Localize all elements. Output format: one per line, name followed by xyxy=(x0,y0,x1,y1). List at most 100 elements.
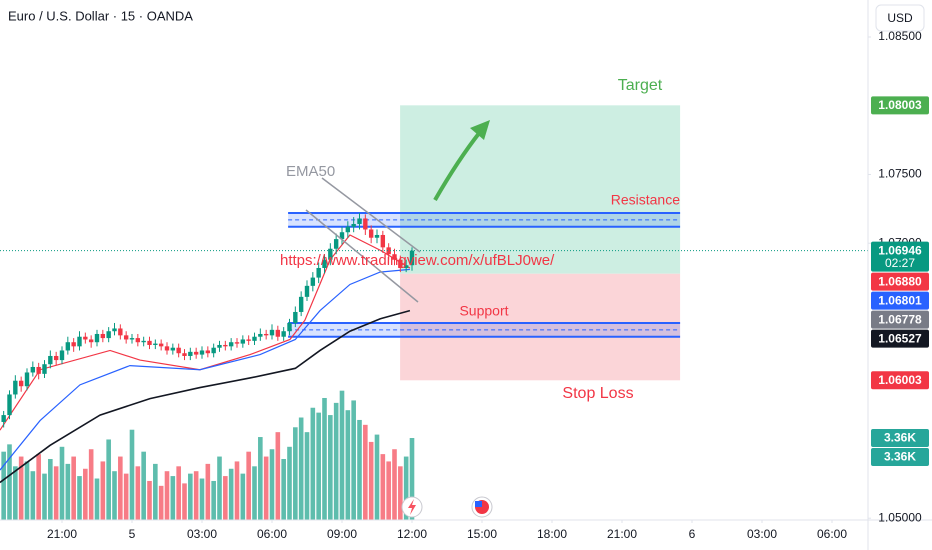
price-label-text: 1.06946 xyxy=(878,243,922,257)
candle-body xyxy=(392,254,397,260)
candle-body xyxy=(217,344,222,348)
volume-bar xyxy=(129,429,135,520)
target-label: Target xyxy=(618,77,663,94)
volume-bar xyxy=(48,458,53,520)
x-tick-label: 21:00 xyxy=(47,527,77,541)
volume-bar xyxy=(153,463,158,520)
candle-body xyxy=(357,218,362,224)
candle-body xyxy=(135,338,141,343)
volume-bar xyxy=(158,485,164,520)
volume-bar xyxy=(403,456,409,520)
candle-body xyxy=(129,338,135,340)
candle-body xyxy=(316,267,321,278)
candle-body xyxy=(287,322,292,332)
price-label-text: 1.06880 xyxy=(878,274,922,288)
price-label xyxy=(871,241,929,272)
plot-area xyxy=(0,105,868,520)
candle-body xyxy=(123,335,129,340)
price-label-text: 1.08003 xyxy=(878,98,922,112)
volume-bar xyxy=(392,449,397,520)
candle-body xyxy=(141,340,146,343)
volume-bar xyxy=(36,454,41,520)
volume-bar xyxy=(409,438,415,520)
volume-bar xyxy=(246,451,251,520)
axes: 21:00 5 03:00 06:00 09:00 12:00 15:00 18:00 21:0… xyxy=(47,29,929,541)
volume-bar xyxy=(188,473,193,520)
volume-bar xyxy=(398,466,403,520)
candle-body xyxy=(112,328,117,332)
x-tick-label: 18:00 xyxy=(537,527,567,541)
candle-body xyxy=(48,355,53,365)
candle-body xyxy=(275,329,281,337)
candle-body xyxy=(322,259,327,268)
stop-loss-label: Stop Loss xyxy=(562,385,633,402)
candle-body xyxy=(293,311,298,323)
candle-body xyxy=(170,347,176,351)
candle-body xyxy=(310,277,316,286)
candle-body xyxy=(36,366,41,374)
volume-bar xyxy=(386,461,391,520)
candle-body xyxy=(176,347,181,354)
candle-body xyxy=(71,342,76,347)
arrow xyxy=(433,130,482,201)
volume-bar xyxy=(83,468,88,520)
x-tick-label: 21:00 xyxy=(607,527,637,541)
price-label xyxy=(871,329,929,348)
price-label xyxy=(871,96,929,115)
candle-body xyxy=(298,296,304,312)
ema-label: EMA50 xyxy=(286,163,335,180)
candle-body xyxy=(234,342,240,344)
volume-bar xyxy=(182,483,187,520)
price-label xyxy=(871,371,929,390)
volume-bar xyxy=(13,466,18,520)
candle-body xyxy=(13,380,18,395)
url-text: https://www.tradingview.com/x/ufBLJ0we/ xyxy=(280,252,555,269)
volume-label xyxy=(871,448,929,467)
candle-body xyxy=(118,328,123,336)
chart-title: Euro / U.S. Dollar · 15 · OANDA xyxy=(8,8,193,23)
volume-bar xyxy=(24,461,30,520)
currency-button[interactable] xyxy=(875,4,925,32)
candle-body xyxy=(386,247,391,255)
y-tick-label: 1.07500 xyxy=(878,167,922,181)
candle-body xyxy=(368,229,374,238)
candle-body xyxy=(374,234,380,238)
volume-bar xyxy=(357,419,362,520)
candle-body xyxy=(398,259,403,268)
price-label-text: 1.06003 xyxy=(878,373,922,387)
volume-bar xyxy=(65,463,71,520)
candle-body xyxy=(205,350,211,354)
price-label xyxy=(871,310,929,329)
volume-bar xyxy=(316,412,321,520)
volume-bar xyxy=(223,476,228,520)
x-tick-label: 03:00 xyxy=(187,527,217,541)
volume-bar xyxy=(228,468,234,520)
support-label: Support xyxy=(459,303,508,319)
price-label-text: 1.06527 xyxy=(878,331,922,345)
candle-body xyxy=(30,366,36,373)
candle-body xyxy=(199,350,205,355)
price-label xyxy=(871,272,929,291)
candle-body xyxy=(240,339,246,344)
candle-body xyxy=(182,353,187,356)
profit-zone xyxy=(400,105,681,274)
volume-bar xyxy=(205,463,211,520)
volume-bar xyxy=(141,451,146,520)
loss-zone xyxy=(400,273,681,381)
volume-bar xyxy=(298,417,304,520)
volume-bar xyxy=(135,466,141,520)
candle-body xyxy=(83,336,88,340)
volume-bar xyxy=(18,456,24,520)
candle-body xyxy=(351,223,356,227)
candle-body xyxy=(246,339,251,341)
volume-bar xyxy=(77,476,82,520)
volume-bar xyxy=(293,427,298,520)
volume-bar xyxy=(193,471,199,520)
candle-body xyxy=(403,265,409,268)
volume-bar xyxy=(30,471,36,520)
volume-bar xyxy=(240,473,246,520)
y-tick-label: 1.05000 xyxy=(878,510,922,524)
volume-bar xyxy=(258,437,263,520)
candle-body xyxy=(59,350,65,361)
candle-body xyxy=(409,250,415,266)
